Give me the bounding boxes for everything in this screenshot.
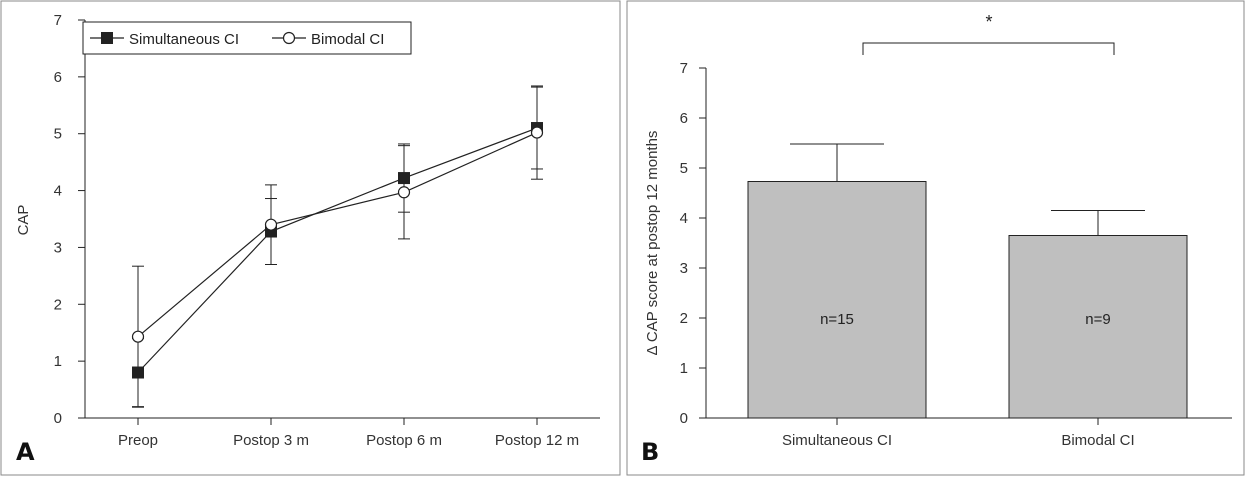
panel-b-bars: n=15 n=9 (747, 143, 1188, 419)
data-point-circle (397, 186, 411, 199)
bar (1008, 235, 1188, 419)
panel-a-ticks: 0 1 2 3 4 5 6 7 Preop Postop 3 m Postop 6 m Postop … (54, 12, 579, 449)
panel-b-ticks: 0 1 2 3 4 5 6 7 Simultaneous CI Bimodal CI (680, 60, 1135, 449)
data-point-square (398, 172, 410, 185)
panel-a-series (131, 85, 544, 408)
significance-bracket: * (862, 12, 1115, 55)
legend-label-simultaneous: Simultaneous CI (129, 31, 239, 48)
panel-b-y-axis-title: Δ CAP score at postop 12 months (644, 131, 661, 356)
legend-box (82, 21, 412, 55)
panel-b-y-tick-label: 1 (680, 360, 688, 377)
panel-b-y-tick-label: 6 (680, 110, 688, 127)
panel-a-y-tick-label: 3 (54, 239, 62, 256)
bar-count-label: n=15 (820, 311, 854, 328)
panel-a-axes (84, 20, 600, 419)
panel-b-x-tick-label: Simultaneous CI (782, 432, 892, 449)
data-point-circle (530, 126, 544, 139)
data-point-circle (131, 330, 145, 343)
series-line-0 (137, 127, 538, 373)
panel-a-y-tick-label: 4 (54, 183, 62, 200)
panel-a-frame (0, 0, 621, 476)
series-line-1 (137, 132, 538, 338)
panel-a-y-axis-title: CAP (15, 205, 32, 236)
panel-b-y-tick-label: 4 (680, 210, 688, 227)
panel-a-y-tick-label: 2 (54, 296, 62, 313)
significance-marker: * (985, 12, 992, 32)
panel-b-y-tick-label: 3 (680, 260, 688, 277)
legend-label-bimodal: Bimodal CI (311, 31, 384, 48)
panel-a-x-tick-label: Postop 3 m (233, 432, 309, 449)
panel-b-x-tick-label: Bimodal CI (1061, 432, 1134, 449)
panel-b-y-tick-label: 2 (680, 310, 688, 327)
panel-a-x-tick-label: Preop (118, 432, 158, 449)
data-point-circle (264, 218, 278, 231)
significance-bracket-line (862, 42, 1115, 55)
data-point-square (132, 366, 144, 379)
panel-a-y-tick-label: 6 (54, 69, 62, 86)
panel-b-y-tick-label: 7 (680, 60, 688, 77)
panel-b-letter: B (641, 438, 659, 466)
panel-b: B Δ CAP score at postop 12 months 0 1 2 3 4 5… (626, 0, 1245, 476)
panel-a: A CAP 0 1 2 3 4 5 6 7 Preop Postop 3 m Postop 6 m P… (0, 0, 621, 476)
panel-a-y-tick-label: 1 (54, 353, 62, 370)
panel-a-legend: Simultaneous CI Bimodal CI (82, 21, 412, 55)
bar-count-label: n=9 (1085, 311, 1110, 328)
bar (747, 181, 927, 419)
panel-a-x-tick-label: Postop 6 m (366, 432, 442, 449)
panel-a-letter: A (16, 438, 35, 466)
legend-marker-simultaneous (101, 32, 113, 44)
panel-b-y-tick-label: 5 (680, 160, 688, 177)
panel-a-y-tick-label: 0 (54, 410, 62, 427)
panel-a-y-tick-label: 5 (54, 126, 62, 143)
panel-a-y-tick-label: 7 (54, 12, 62, 29)
legend-marker-bimodal (282, 31, 296, 45)
panel-b-y-tick-label: 0 (680, 410, 688, 427)
panel-a-x-tick-label: Postop 12 m (495, 432, 579, 449)
